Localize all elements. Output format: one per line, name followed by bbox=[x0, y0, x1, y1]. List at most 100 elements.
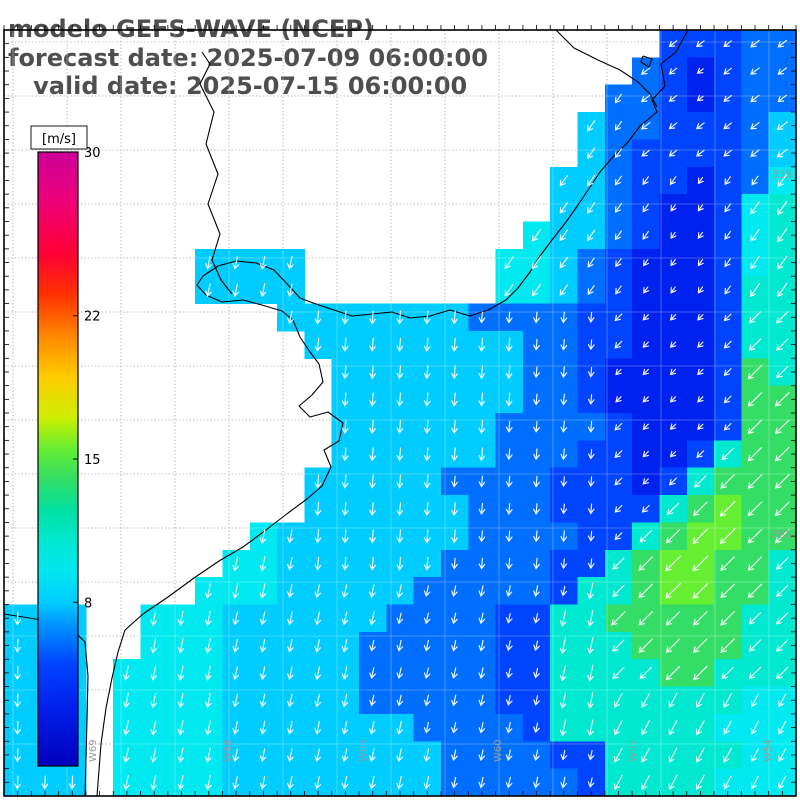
wind-arrow bbox=[259, 666, 267, 681]
wind-arrow bbox=[777, 174, 787, 188]
longitude-label: W63 bbox=[358, 739, 369, 762]
wind-arrow bbox=[505, 667, 513, 679]
wind-arrow bbox=[396, 748, 403, 763]
wind-arrow bbox=[451, 694, 458, 707]
wind-arrow bbox=[259, 638, 267, 653]
wind-arrow bbox=[451, 392, 458, 407]
wind-arrow bbox=[560, 366, 568, 379]
wind-arrow bbox=[639, 530, 652, 543]
wind-arrow bbox=[695, 774, 705, 791]
wind-arrow bbox=[669, 341, 677, 348]
wind-arrow bbox=[642, 230, 649, 240]
valid-date: valid date: 2025-07-15 06:00:00 bbox=[8, 72, 468, 100]
wind-arrow bbox=[697, 231, 704, 240]
wind-arrow bbox=[750, 67, 760, 75]
wind-arrow bbox=[641, 149, 650, 157]
wind-arrow bbox=[533, 366, 540, 379]
wind-arrow bbox=[505, 530, 513, 543]
wind-arrow bbox=[695, 692, 705, 709]
wind-arrow bbox=[478, 667, 486, 679]
wind-arrow bbox=[478, 776, 486, 789]
wind-arrow bbox=[369, 694, 376, 707]
wind-arrow bbox=[369, 365, 376, 380]
wind-arrow bbox=[774, 392, 790, 407]
longitude-label: W66 bbox=[223, 739, 234, 762]
wind-arrow bbox=[396, 720, 403, 735]
wind-arrow bbox=[123, 720, 130, 736]
wind-arrow bbox=[777, 39, 787, 48]
wind-arrow bbox=[369, 447, 376, 462]
wind-arrow bbox=[665, 555, 681, 572]
wind-arrow bbox=[587, 394, 595, 405]
wind-arrow bbox=[560, 448, 568, 461]
wind-arrow bbox=[614, 450, 623, 459]
wind-arrow bbox=[723, 775, 732, 790]
wind-arrow bbox=[774, 446, 790, 462]
wind-arrow bbox=[314, 310, 322, 325]
wind-arrow bbox=[777, 255, 788, 270]
wind-arrow bbox=[287, 775, 294, 790]
wind-arrow bbox=[451, 585, 458, 597]
wind-arrow bbox=[150, 692, 157, 709]
wind-arrow bbox=[669, 314, 677, 321]
wind-arrow bbox=[559, 284, 568, 296]
wind-arrow bbox=[560, 585, 568, 597]
wind-arrow bbox=[150, 610, 157, 627]
wind-arrow bbox=[369, 502, 376, 516]
wind-arrow bbox=[750, 94, 760, 103]
wind-arrow bbox=[369, 392, 376, 407]
wind-arrow bbox=[778, 748, 787, 763]
wind-arrow bbox=[696, 95, 704, 102]
wind-arrow bbox=[232, 556, 239, 572]
wind-arrow bbox=[587, 420, 595, 433]
wind-arrow bbox=[14, 775, 21, 790]
wind-arrow bbox=[287, 693, 294, 708]
wind-arrow bbox=[177, 747, 185, 763]
wind-arrow bbox=[723, 313, 732, 322]
wind-arrow bbox=[641, 774, 650, 791]
wind-arrow bbox=[721, 666, 734, 680]
wind-arrow bbox=[396, 556, 404, 571]
wind-arrow bbox=[478, 557, 486, 570]
wind-arrow bbox=[642, 423, 649, 430]
wind-arrow bbox=[396, 612, 404, 625]
wind-arrow bbox=[369, 748, 376, 763]
wind-arrow bbox=[423, 667, 431, 679]
wind-arrow bbox=[287, 283, 294, 298]
wind-arrow bbox=[423, 585, 431, 597]
wind-arrow bbox=[748, 311, 762, 324]
wind-arrow bbox=[123, 747, 130, 763]
wind-arrow bbox=[560, 338, 568, 351]
wind-arrow bbox=[776, 584, 789, 598]
wind-arrow bbox=[665, 638, 681, 653]
wind-arrow bbox=[560, 558, 568, 570]
wind-arrow bbox=[747, 392, 763, 407]
wind-arrow bbox=[615, 368, 622, 376]
main-coastline bbox=[96, 29, 689, 797]
wind-arrow bbox=[423, 392, 431, 407]
wind-arrow bbox=[615, 396, 622, 403]
wind-arrow bbox=[748, 639, 762, 652]
wind-arrow bbox=[423, 639, 431, 652]
wind-arrow bbox=[41, 775, 49, 790]
wind-arrow bbox=[640, 67, 651, 75]
wind-arrow bbox=[369, 775, 376, 790]
wind-arrow bbox=[692, 528, 709, 545]
wind-arrow bbox=[478, 365, 486, 380]
wind-arrow bbox=[451, 447, 458, 462]
colorbar-gradient bbox=[38, 152, 78, 766]
wind-arrow bbox=[747, 501, 763, 517]
wind-arrow bbox=[747, 446, 763, 462]
wind-arrow bbox=[723, 368, 732, 376]
wind-arrow bbox=[670, 204, 677, 212]
wind-arrow bbox=[641, 747, 650, 763]
wind-arrow bbox=[778, 720, 787, 735]
wind-arrow bbox=[259, 775, 267, 790]
longitude-label: W69 bbox=[88, 739, 99, 762]
wind-arrow bbox=[750, 693, 759, 708]
wind-arrow bbox=[614, 93, 622, 104]
wind-arrow bbox=[614, 230, 622, 241]
longitude-label: W60 bbox=[493, 739, 504, 762]
wind-arrow bbox=[586, 174, 596, 187]
